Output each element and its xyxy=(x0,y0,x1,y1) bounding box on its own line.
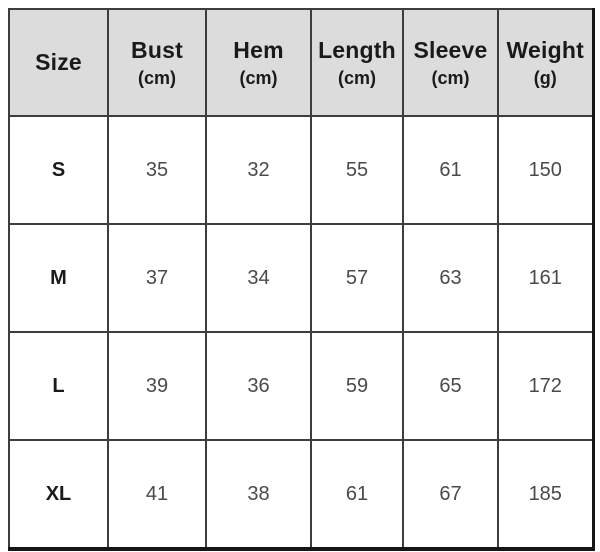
size-value: L xyxy=(8,331,109,441)
hem-value: 34 xyxy=(205,223,312,333)
weight-value: 150 xyxy=(497,115,594,225)
column-header-size: Size xyxy=(8,8,109,117)
column-unit: (cm) xyxy=(431,67,470,88)
column-label: Sleeve xyxy=(413,36,488,63)
table-row-s: S 35 32 55 61 150 xyxy=(8,115,594,225)
sleeve-value: 67 xyxy=(402,439,499,550)
table-body: S 35 32 55 61 150 M 37 34 57 63 161 L 39… xyxy=(8,115,594,550)
size-value: XL xyxy=(8,439,109,550)
weight-value: 161 xyxy=(497,223,594,333)
bust-value: 41 xyxy=(107,439,207,550)
column-header-weight: Weight (g) xyxy=(497,8,594,117)
sleeve-value: 65 xyxy=(402,331,499,441)
bust-value: 37 xyxy=(107,223,207,333)
length-value: 59 xyxy=(310,331,404,441)
sleeve-value: 63 xyxy=(402,223,499,333)
column-unit: (cm) xyxy=(337,67,376,88)
weight-value: 172 xyxy=(497,331,594,441)
table-row-m: M 37 34 57 63 161 xyxy=(8,223,594,333)
column-unit: (g) xyxy=(533,67,557,88)
sleeve-value: 61 xyxy=(402,115,499,225)
hem-value: 38 xyxy=(205,439,312,550)
length-value: 57 xyxy=(310,223,404,333)
bust-value: 39 xyxy=(107,331,207,441)
weight-value: 185 xyxy=(497,439,594,550)
column-unit: (cm) xyxy=(239,67,278,88)
size-chart: Size Bust (cm) Hem (cm) xyxy=(8,8,595,551)
bust-value: 35 xyxy=(107,115,207,225)
table-row-l: L 39 36 59 65 172 xyxy=(8,331,594,441)
column-header-sleeve: Sleeve (cm) xyxy=(402,8,499,117)
hem-value: 36 xyxy=(205,331,312,441)
table-header: Size Bust (cm) Hem (cm) xyxy=(8,8,594,117)
column-label: Length xyxy=(318,36,396,63)
column-header-bust: Bust (cm) xyxy=(107,8,207,117)
column-header-hem: Hem (cm) xyxy=(205,8,312,117)
table-row-xl: XL 41 38 61 67 185 xyxy=(8,439,594,550)
size-chart-table: Size Bust (cm) Hem (cm) xyxy=(8,8,595,551)
length-value: 55 xyxy=(310,115,404,225)
column-header-length: Length (cm) xyxy=(310,8,404,117)
hem-value: 32 xyxy=(205,115,312,225)
column-label: Hem xyxy=(233,36,284,63)
column-label: Weight xyxy=(506,36,584,63)
size-value: M xyxy=(8,223,109,333)
column-unit: (cm) xyxy=(137,67,176,88)
column-label: Size xyxy=(35,48,82,75)
length-value: 61 xyxy=(310,439,404,550)
header-row: Size Bust (cm) Hem (cm) xyxy=(8,8,594,117)
size-value: S xyxy=(8,115,109,225)
column-label: Bust xyxy=(131,36,183,63)
